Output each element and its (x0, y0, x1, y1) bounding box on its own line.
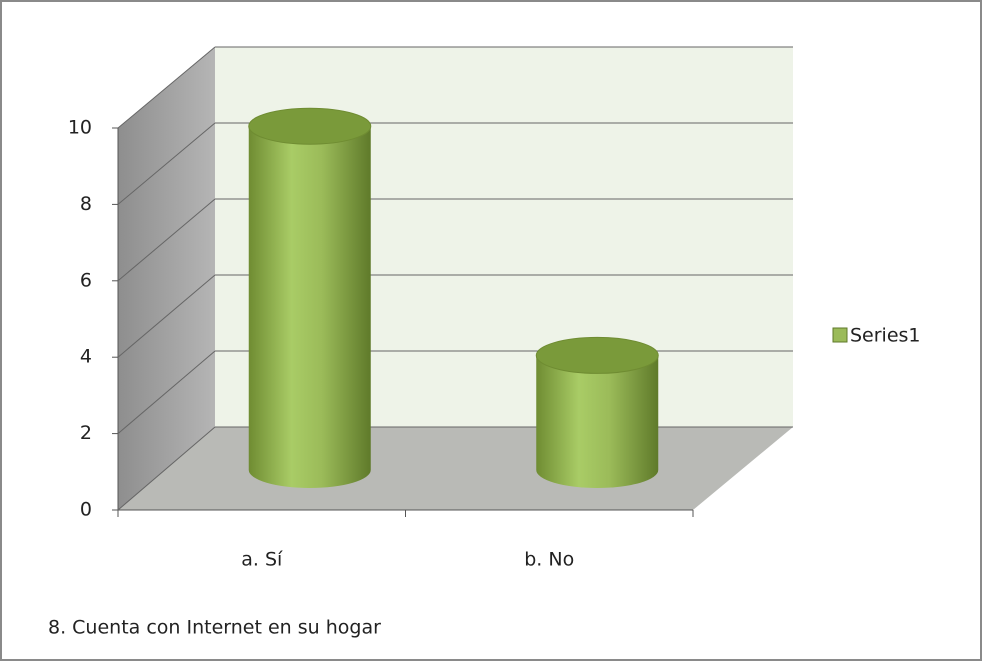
cylinder-top (248, 107, 372, 145)
grid-line (117, 350, 216, 434)
y-tick-label: 4 (80, 346, 92, 368)
y-tick-label: 8 (80, 193, 92, 215)
y-tick-label: 10 (68, 117, 92, 139)
x-tick-label: a. Sí (241, 549, 283, 571)
legend-swatch (832, 327, 848, 343)
legend-label: Series1 (850, 325, 921, 347)
cylinder (248, 126, 371, 488)
chart-title: 8. Cuenta con Internet en su hogar (48, 617, 381, 639)
x-tick-label: b. No (524, 549, 574, 571)
y-tick-label: 2 (80, 422, 92, 444)
floor (118, 427, 793, 510)
cylinder-top (535, 336, 659, 374)
cylinder (536, 355, 659, 488)
grid-line (117, 46, 216, 129)
y-tick-label: 0 (80, 499, 92, 521)
grid-line (117, 122, 216, 205)
y-tick-label: 6 (80, 269, 92, 291)
side-wall (118, 47, 215, 510)
grid-line (117, 198, 216, 282)
grid-line (117, 426, 216, 511)
grid-line (117, 274, 216, 358)
